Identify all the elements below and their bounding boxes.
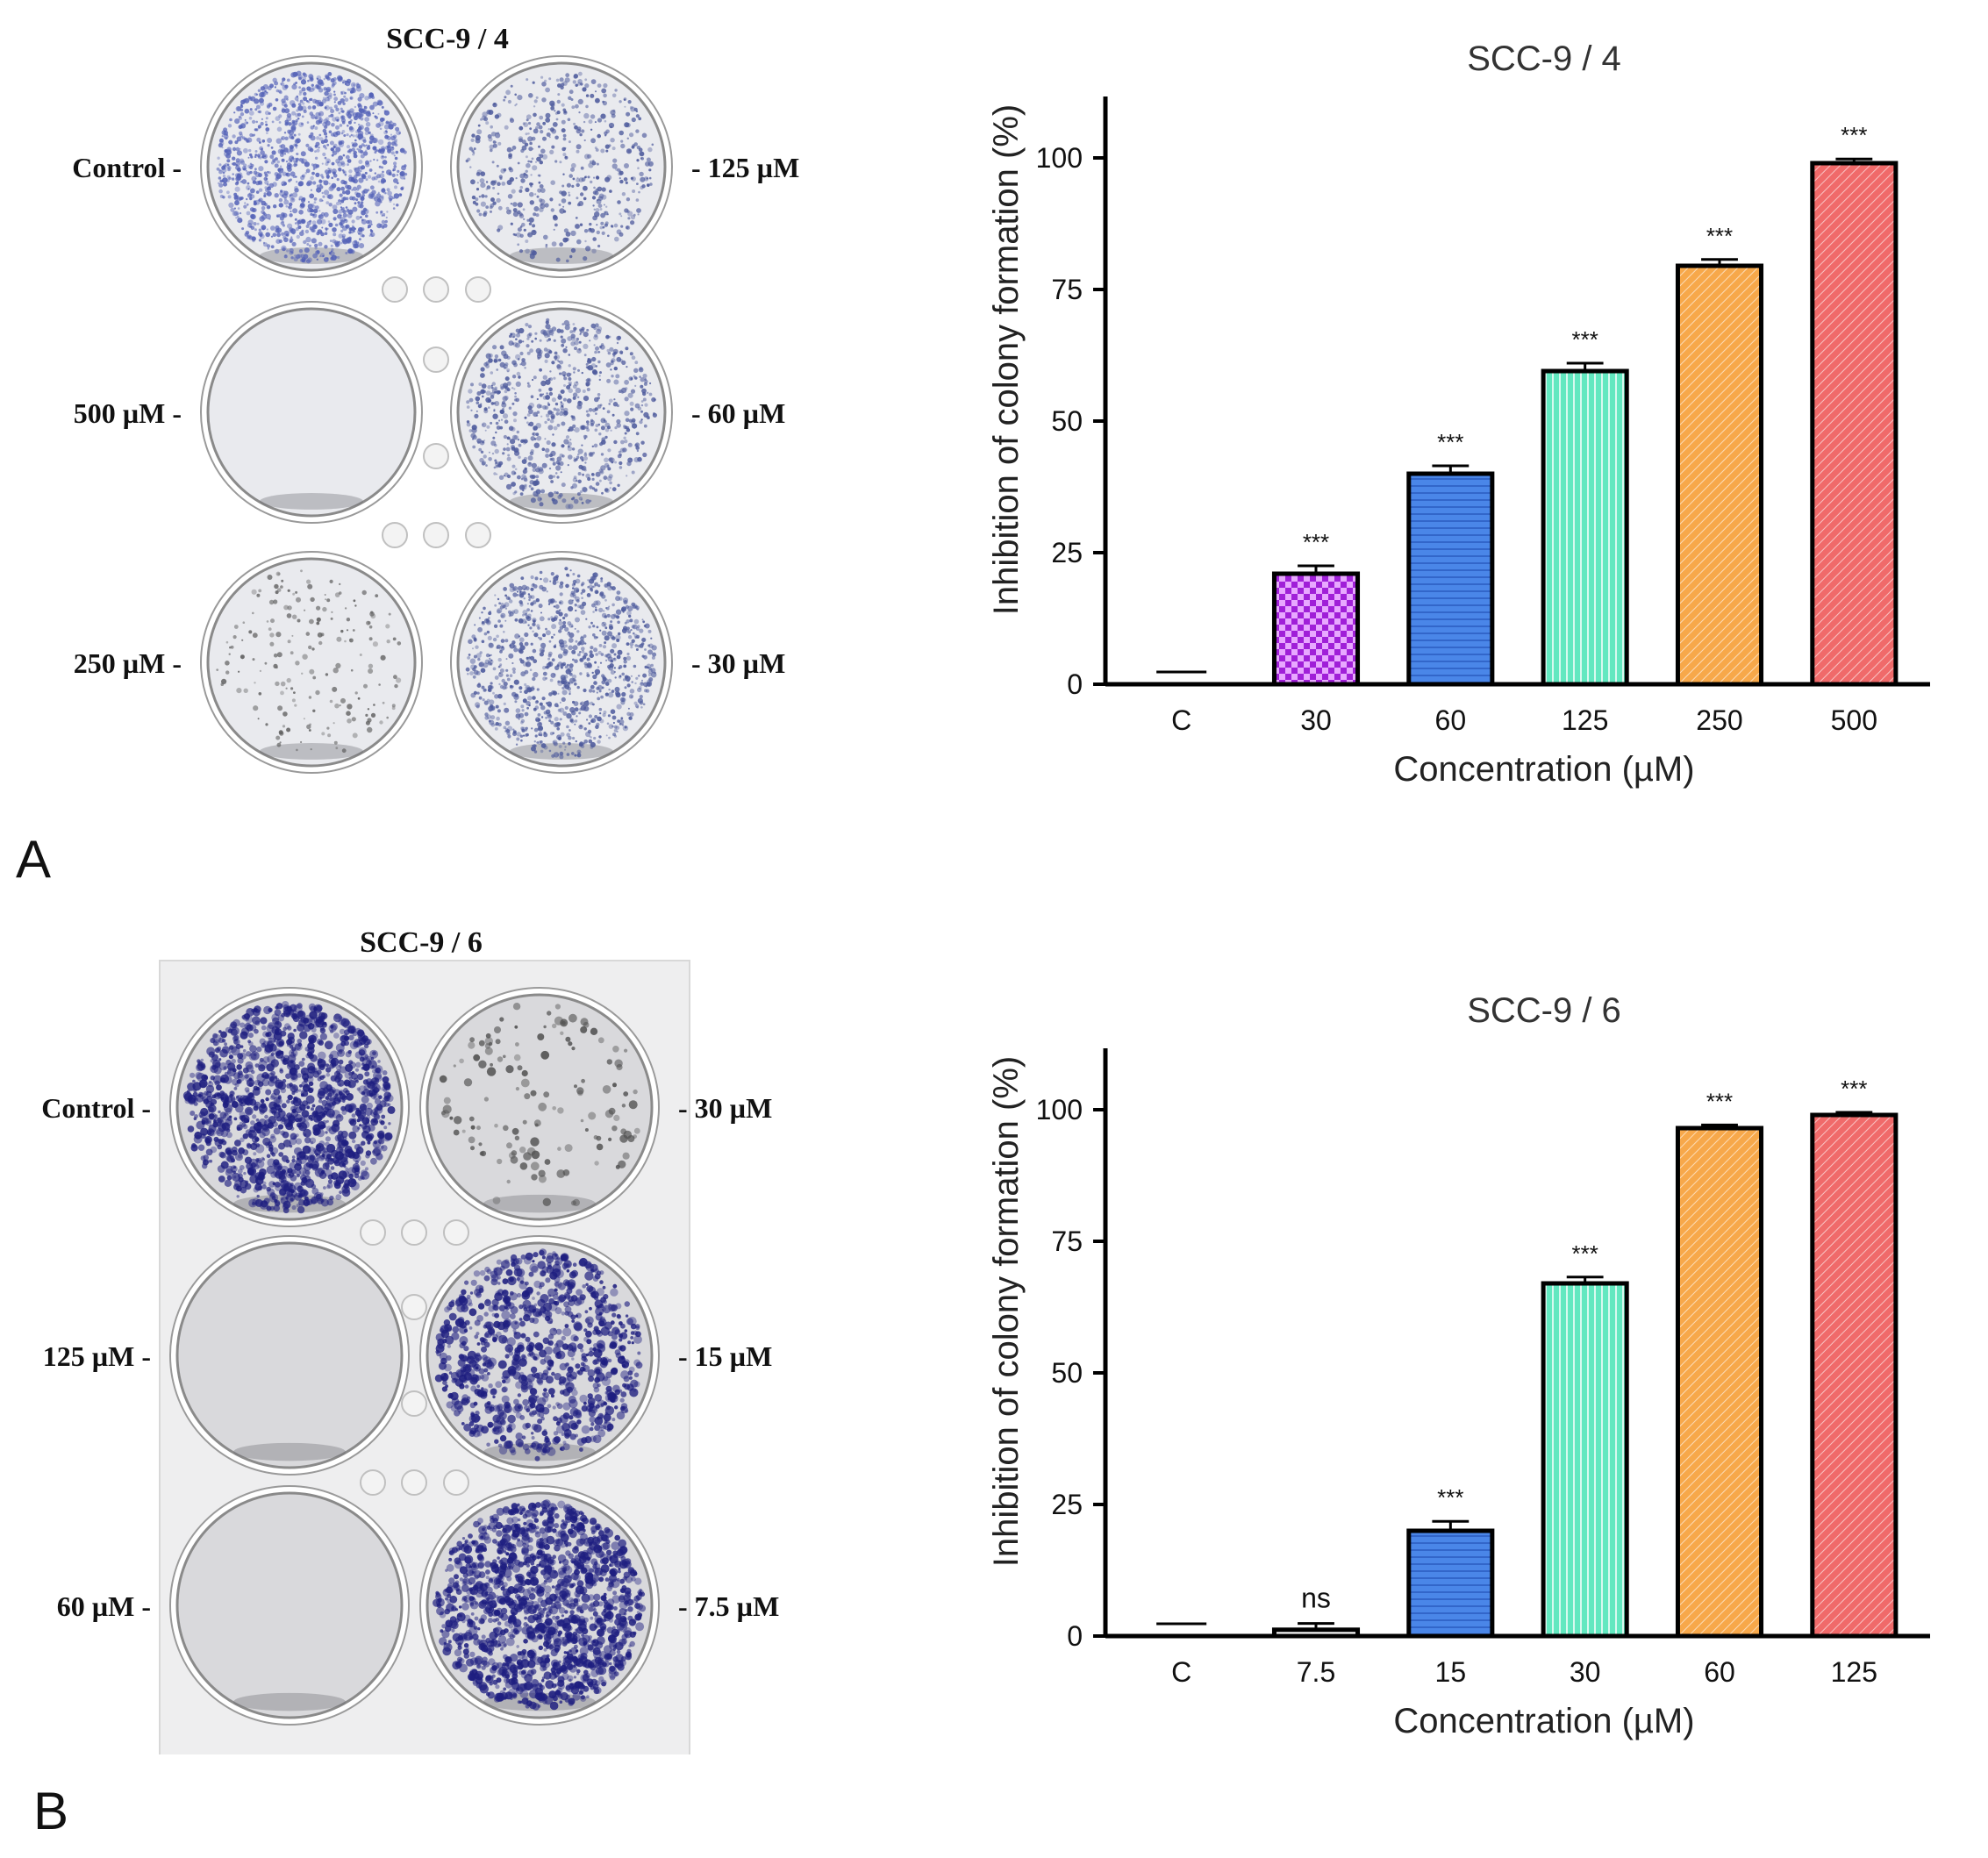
- bar-chart-a: SCC-9 / 4 0 25 50 75 100 C *** 30 *** 60 *** 125 *** 2…: [987, 39, 1930, 789]
- significance-label: ***: [1303, 529, 1329, 555]
- plate-reservoir: [465, 522, 491, 548]
- well-label: - 60 µM: [691, 397, 785, 429]
- y-tick-label: 75: [1051, 274, 1083, 305]
- bar-7.5: [1271, 1627, 1361, 1639]
- significance-label: ***: [1571, 1240, 1598, 1267]
- y-tick-label: 50: [1051, 1357, 1083, 1389]
- y-tick-label: 0: [1067, 1620, 1083, 1652]
- plate-reservoir: [423, 347, 449, 373]
- plate-reservoir: [423, 522, 449, 548]
- well-label: 250 µM -: [74, 647, 182, 679]
- plate-reservoir: [423, 443, 449, 469]
- y-tick-label: 100: [1036, 142, 1083, 174]
- significance-label: ***: [1706, 1088, 1733, 1114]
- x-axis-label: Concentration (µM): [1393, 1702, 1694, 1740]
- x-tick-label: 125: [1562, 704, 1608, 736]
- significance-label: ***: [1706, 223, 1733, 249]
- bar-500: [1810, 161, 1899, 687]
- well-label: - 30 µM: [678, 1092, 772, 1124]
- plate-reservoir: [465, 276, 491, 303]
- y-axis-label: Inhibition of colony formation (%): [987, 1056, 1026, 1568]
- panel-letter-a: A: [16, 830, 52, 889]
- bar-chart-b: SCC-9 / 6 0 25 50 75 100 Cns 7.5 *** 15 *** 30 *** 60…: [987, 991, 1930, 1740]
- bar-15: [1406, 1528, 1495, 1639]
- well-5: [200, 551, 423, 774]
- significance-label: ns: [1301, 1583, 1331, 1614]
- plate-reservoir: [360, 1469, 386, 1496]
- x-tick-label: 15: [1435, 1656, 1467, 1688]
- plate-reservoir: [401, 1294, 427, 1320]
- x-tick-label: 7.5: [1297, 1656, 1335, 1688]
- well-1: [200, 55, 423, 278]
- well-5: [169, 1485, 410, 1726]
- well-label: 60 µM -: [57, 1590, 151, 1622]
- bar-30: [1271, 571, 1361, 687]
- x-tick-label: 30: [1300, 704, 1332, 736]
- plate-reservoir: [382, 522, 408, 548]
- significance-label: ***: [1841, 1075, 1867, 1102]
- y-tick-label: 25: [1051, 1489, 1083, 1520]
- y-tick-label: 25: [1051, 537, 1083, 568]
- well-label: - 15 µM: [678, 1340, 772, 1372]
- well-2: [450, 55, 673, 278]
- plate-reservoir: [401, 1469, 427, 1496]
- x-tick-label: C: [1171, 1656, 1191, 1688]
- bar-125: [1810, 1112, 1899, 1639]
- y-axis-label: Inhibition of colony formation (%): [987, 104, 1026, 616]
- x-tick-label: 250: [1696, 704, 1742, 736]
- plate-title: SCC-9 / 4: [386, 23, 509, 55]
- well-3: [200, 301, 423, 524]
- x-tick-label: 125: [1831, 1656, 1877, 1688]
- x-tick-label: 60: [1704, 1656, 1735, 1688]
- plate-reservoir: [423, 276, 449, 303]
- colony-plate-b: SCC-9 / 6 Control - - 30 µM 125 µM - - 15 µM…: [41, 926, 779, 1754]
- well-4: [419, 1235, 660, 1476]
- plate-title: SCC-9 / 6: [360, 926, 483, 959]
- well-label: - 125 µM: [691, 152, 799, 183]
- plate-reservoir: [360, 1219, 386, 1246]
- well-3: [169, 1235, 410, 1476]
- well-6: [450, 551, 673, 774]
- plate-reservoir: [443, 1469, 469, 1496]
- bar-30: [1541, 1281, 1629, 1639]
- y-tick-label: 0: [1067, 668, 1083, 700]
- x-tick-label: C: [1171, 704, 1191, 736]
- bar-125: [1541, 368, 1629, 687]
- significance-label: ***: [1841, 122, 1867, 148]
- well-2: [419, 987, 660, 1227]
- well-label: 125 µM -: [43, 1340, 151, 1372]
- plate-reservoir: [382, 276, 408, 303]
- well-label: - 30 µM: [691, 647, 785, 679]
- plate-reservoir: [401, 1219, 427, 1246]
- x-tick-label: 500: [1831, 704, 1877, 736]
- chart-title: SCC-9 / 6: [1467, 991, 1621, 1030]
- plate-reservoir: [401, 1390, 427, 1417]
- well-label: 500 µM -: [74, 397, 182, 429]
- x-axis-label: Concentration (µM): [1393, 750, 1694, 789]
- well-label: Control -: [41, 1092, 151, 1124]
- well-label: - 7.5 µM: [678, 1590, 779, 1622]
- well-1: [169, 987, 410, 1227]
- chart-title: SCC-9 / 4: [1467, 39, 1621, 78]
- x-tick-label: 30: [1570, 1656, 1601, 1688]
- plate-reservoir: [443, 1219, 469, 1246]
- significance-label: ***: [1437, 429, 1463, 455]
- y-tick-label: 75: [1051, 1226, 1083, 1257]
- well-4: [450, 301, 673, 524]
- bar-60: [1406, 471, 1495, 687]
- significance-label: ***: [1571, 326, 1598, 353]
- well-6: [419, 1485, 660, 1726]
- panel-letter-b: B: [33, 1782, 69, 1840]
- bar-250: [1675, 263, 1764, 687]
- y-tick-label: 100: [1036, 1094, 1083, 1126]
- colony-plate-a: SCC-9 / 4 Control - - 125 µM 500 µM - - 60 µ…: [72, 23, 799, 774]
- x-tick-label: 60: [1435, 704, 1467, 736]
- y-tick-label: 50: [1051, 405, 1083, 437]
- well-label: Control -: [72, 152, 182, 183]
- significance-label: ***: [1437, 1484, 1463, 1511]
- bar-60: [1675, 1126, 1764, 1639]
